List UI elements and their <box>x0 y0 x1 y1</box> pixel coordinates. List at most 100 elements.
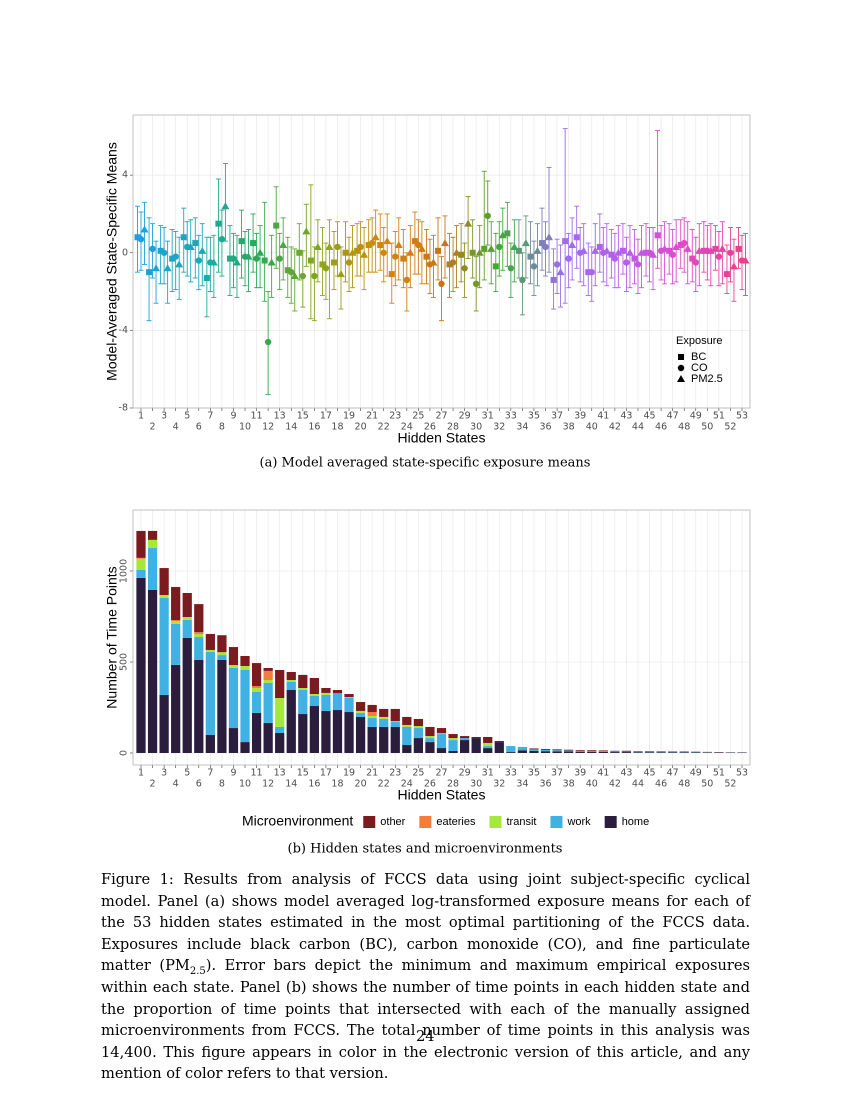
point <box>596 243 603 250</box>
x-tick-label: 29 <box>459 768 471 779</box>
point <box>579 246 588 254</box>
x-tick-label: 32 <box>493 779 505 790</box>
point <box>169 255 176 262</box>
bar-segment <box>355 702 366 711</box>
bar-segment <box>217 635 227 653</box>
bar-segment <box>228 647 239 666</box>
page-number: 24 <box>416 1028 435 1045</box>
bar-segment <box>298 690 308 715</box>
x-tick-label: 2 <box>150 422 156 433</box>
bar-segment <box>263 680 273 683</box>
x-tick-label: 12 <box>262 779 274 790</box>
point <box>209 258 218 266</box>
x-tick-label: 3 <box>161 768 167 779</box>
legend-swatch <box>363 816 376 828</box>
bar-segment <box>182 619 192 638</box>
bar-segment <box>598 750 608 752</box>
x-tick-label: 35 <box>528 768 540 779</box>
x-tick-label: 31 <box>482 768 494 779</box>
x-tick-label: 44 <box>632 779 644 790</box>
bar-segment <box>587 750 597 751</box>
point <box>475 248 484 256</box>
bar-segment <box>668 751 678 753</box>
panel-border <box>132 509 751 766</box>
x-tick-label: 14 <box>285 779 297 790</box>
x-tick-label: 21 <box>366 411 378 422</box>
bar-segment <box>587 750 597 752</box>
point <box>140 225 149 233</box>
legend-swatch <box>489 816 502 828</box>
point <box>481 245 488 252</box>
point <box>666 247 673 254</box>
x-tick-label: 50 <box>701 422 713 433</box>
y-tick-label: 4 <box>122 170 128 181</box>
x-tick-label: 28 <box>447 422 459 433</box>
bar-segment <box>194 637 204 660</box>
point <box>677 242 684 249</box>
point <box>392 253 399 260</box>
bar-segment <box>251 686 262 689</box>
bar-segment <box>575 750 585 752</box>
bar-segment <box>367 726 377 753</box>
bar-segment <box>379 726 389 753</box>
x-tick-label: 4 <box>173 779 179 790</box>
x-tick-label: 51 <box>713 411 725 422</box>
x-axis-title: Hidden States <box>398 430 486 446</box>
bar-segment <box>263 682 273 723</box>
subcaption: (b) Hidden states and microenvironments <box>288 842 563 857</box>
point <box>250 240 257 247</box>
x-tick-label: 22 <box>378 422 390 433</box>
x-tick-label: 35 <box>528 411 540 422</box>
point <box>354 247 361 254</box>
point <box>380 249 387 256</box>
point <box>371 233 380 241</box>
point <box>631 255 638 262</box>
bar-segment <box>263 667 273 671</box>
point <box>469 249 476 256</box>
point <box>299 272 307 280</box>
point <box>556 268 565 276</box>
bar-segment <box>321 688 331 693</box>
bar-segment <box>228 667 239 729</box>
bar-segment <box>355 712 366 717</box>
bar-segment <box>309 706 319 753</box>
point <box>449 259 457 266</box>
bar-segment <box>471 736 481 739</box>
point <box>695 246 704 254</box>
bar-segment <box>240 742 250 753</box>
point <box>602 246 611 254</box>
point <box>521 239 530 247</box>
point <box>307 257 314 264</box>
x-tick-label: 51 <box>713 768 725 779</box>
point <box>322 265 330 272</box>
bar-segment <box>136 558 146 570</box>
point <box>230 255 237 262</box>
bar-segment <box>564 751 574 753</box>
point <box>573 234 580 241</box>
bar-segment <box>321 694 331 711</box>
point <box>261 257 268 264</box>
bar-segment <box>171 620 181 622</box>
x-tick-label: 34 <box>516 779 528 790</box>
point <box>146 269 153 276</box>
legend-key <box>677 375 685 382</box>
bar-segment <box>552 749 562 751</box>
bar-segment <box>656 752 666 753</box>
bar-segment <box>425 742 435 753</box>
point <box>172 253 179 260</box>
bar-segment <box>367 718 377 727</box>
bar-segment <box>390 726 400 753</box>
bar-segment <box>136 577 146 753</box>
panel-border <box>132 114 751 409</box>
bar-segment <box>251 712 262 753</box>
point <box>553 261 561 268</box>
point <box>660 244 669 252</box>
figure-caption: Figure 1: Results from analysis of FCCS … <box>101 869 750 1085</box>
point <box>134 234 141 241</box>
x-tick-label: 16 <box>308 779 320 790</box>
point <box>348 248 357 256</box>
bar-segment <box>425 726 435 737</box>
bar-segment <box>194 634 204 638</box>
bar-segment <box>321 692 331 695</box>
x-tick-label: 12 <box>262 422 274 433</box>
